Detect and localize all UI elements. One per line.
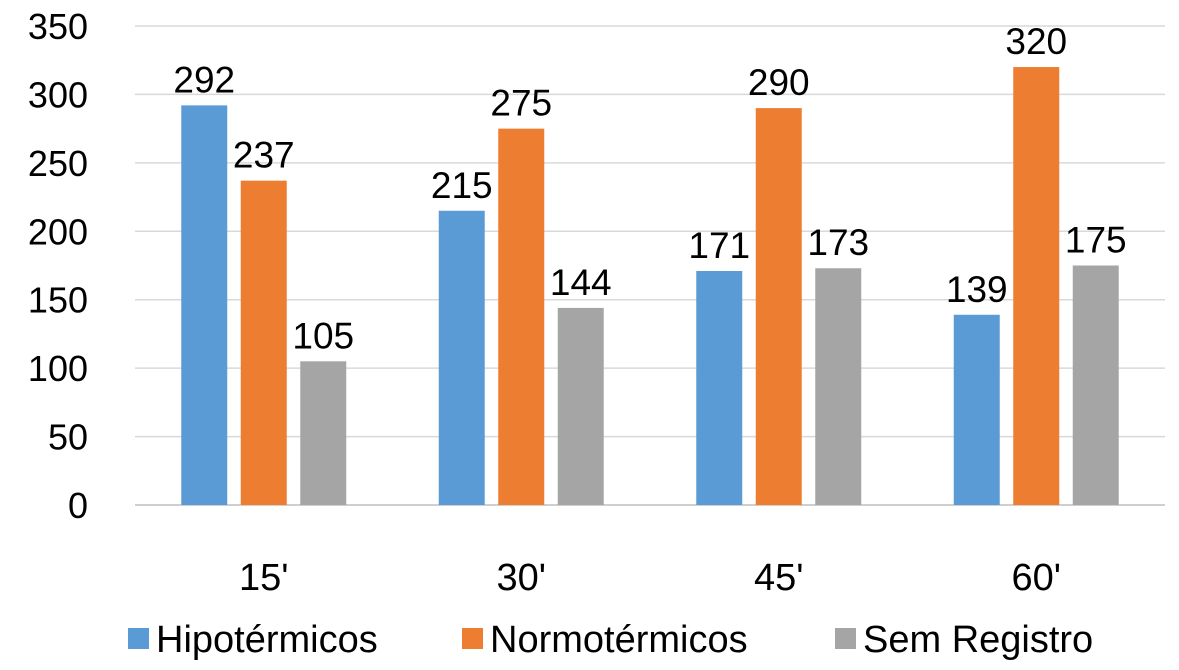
bar [696,271,742,505]
data-label: 173 [807,222,869,263]
bar [815,268,861,505]
bar [954,315,1000,505]
data-label: 320 [1005,21,1067,62]
data-label: 175 [1065,220,1127,261]
data-label: 139 [946,269,1008,310]
y-tick-label: 200 [28,211,88,252]
bar [756,108,802,505]
bar [1073,266,1119,506]
data-label: 290 [748,62,810,103]
legend-label: Sem Registro [863,619,1093,661]
y-tick-label: 0 [68,485,88,526]
x-tick-label: 15' [239,557,289,599]
data-label: 292 [173,59,235,100]
x-tick-label: 60' [1011,557,1061,599]
data-labels: 292 237 105 215 275 144 171 290 173 139 320 175 [173,21,1126,356]
y-tick-label: 150 [28,280,88,321]
legend-label: Normotérmicos [490,619,748,661]
legend-swatch [835,628,856,649]
data-label: 144 [550,262,612,303]
x-axis: 15' 30' 45' 60' [239,557,1061,599]
data-label: 237 [233,135,295,176]
y-axis: 0 50 100 150 200 250 300 350 [28,6,88,526]
bar [241,181,287,505]
x-tick-label: 45' [754,557,804,599]
bar [300,361,346,505]
x-tick-label: 30' [496,557,546,599]
bar [558,308,604,505]
data-label: 105 [292,315,354,356]
y-tick-label: 50 [48,417,88,458]
gridlines [135,26,1165,505]
y-tick-label: 250 [28,143,88,184]
y-tick-label: 300 [28,74,88,115]
data-label: 215 [431,165,493,206]
legend-label: Hipotérmicos [156,619,378,661]
bar [181,105,227,505]
legend-swatch [462,628,483,649]
bar [439,211,485,505]
y-tick-label: 100 [28,348,88,389]
legend: Hipotérmicos Normotérmicos Sem Registro [128,619,1093,661]
bar [1013,67,1059,505]
data-label: 275 [490,83,552,124]
legend-swatch [128,628,149,649]
data-label: 171 [688,225,750,266]
bar [498,129,544,505]
y-tick-label: 350 [28,6,88,47]
